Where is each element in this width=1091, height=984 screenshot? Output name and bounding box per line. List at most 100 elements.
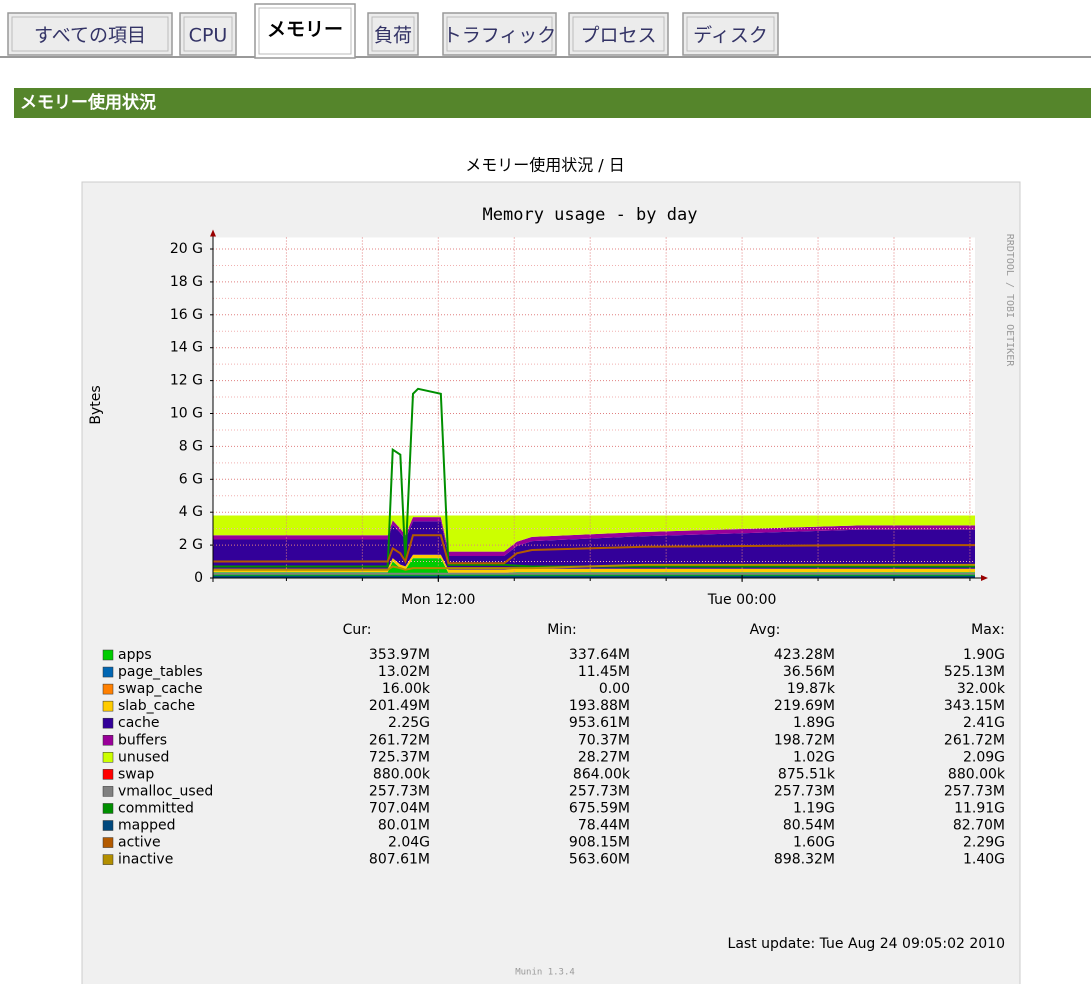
tab-label[interactable]: CPU bbox=[189, 25, 228, 47]
y-tick-label: 4 G bbox=[179, 504, 203, 520]
y-tick-label: 20 G bbox=[170, 241, 203, 257]
chart-title: Memory usage - by day bbox=[483, 205, 698, 225]
line-inactive bbox=[213, 563, 975, 571]
tab[interactable] bbox=[442, 12, 557, 56]
tab[interactable] bbox=[179, 12, 237, 56]
legend-swatch bbox=[102, 820, 114, 831]
legend-value: 337.64M bbox=[569, 647, 630, 663]
legend-value: 80.01M bbox=[378, 818, 430, 834]
legend-swatch bbox=[102, 786, 114, 797]
tab-inner bbox=[371, 16, 415, 52]
last-update: Last update: Tue Aug 24 09:05:02 2010 bbox=[728, 936, 1005, 952]
legend-header: Avg: bbox=[750, 622, 781, 638]
legend-swatch bbox=[102, 717, 114, 729]
legend-swatch bbox=[102, 666, 114, 678]
legend-swatch bbox=[102, 683, 114, 695]
tab-label[interactable]: ディスク bbox=[693, 25, 768, 47]
legend-value: 36.56M bbox=[783, 664, 835, 680]
legend-value: 1.60G bbox=[793, 835, 835, 851]
legend-value: 707.04M bbox=[369, 800, 430, 816]
legend-name: swap_cache bbox=[118, 681, 203, 697]
tab[interactable] bbox=[568, 12, 669, 56]
legend-value: 423.28M bbox=[774, 647, 835, 663]
legend-value: 261.72M bbox=[944, 732, 1005, 748]
legend-swatch bbox=[102, 735, 114, 746]
legend-name: swap bbox=[118, 766, 154, 782]
legend-value: 11.91G bbox=[954, 800, 1005, 816]
y-tick-label: 2 G bbox=[179, 537, 203, 553]
section-title: メモリー使用状況 bbox=[20, 92, 156, 113]
legend-header: Max: bbox=[971, 622, 1005, 638]
legend-value: 864.00k bbox=[573, 766, 631, 782]
y-tick-label: 6 G bbox=[179, 471, 203, 487]
legend-header: Min: bbox=[547, 622, 577, 638]
legend-value: 2.29G bbox=[963, 835, 1005, 851]
legend-value: 11.45M bbox=[578, 664, 630, 680]
legend-value: 807.61M bbox=[369, 852, 430, 868]
legend-value: 725.37M bbox=[369, 749, 430, 765]
legend-value: 1.40G bbox=[963, 852, 1005, 868]
legend-value: 1.02G bbox=[793, 749, 835, 765]
legend-value: 675.59M bbox=[569, 800, 630, 816]
legend-value: 343.15M bbox=[944, 698, 1005, 714]
legend-name: apps bbox=[118, 647, 152, 663]
tab-label[interactable]: メモリー bbox=[267, 19, 343, 41]
tab-label[interactable]: すべての項目 bbox=[34, 25, 146, 47]
tab-inner bbox=[183, 16, 233, 52]
legend-value: 880.00k bbox=[373, 766, 431, 782]
legend-value: 880.00k bbox=[948, 766, 1006, 782]
tab[interactable] bbox=[254, 3, 356, 59]
x-tick-label: Tue 00:00 bbox=[707, 592, 777, 608]
legend-value: 1.90G bbox=[963, 647, 1005, 663]
y-arrow bbox=[210, 229, 216, 237]
legend-value: 80.54M bbox=[783, 818, 835, 834]
tab-label[interactable]: 負荷 bbox=[374, 25, 412, 47]
legend-swatch bbox=[102, 837, 114, 848]
tab-label[interactable]: プロセス bbox=[580, 25, 656, 47]
legend-name: cache bbox=[118, 715, 159, 731]
legend-value: 1.89G bbox=[793, 715, 835, 731]
legend-value: 2.09G bbox=[963, 749, 1005, 765]
legend-value: 82.70M bbox=[953, 818, 1005, 834]
y-tick-label: 18 G bbox=[170, 274, 203, 290]
legend-value: 353.97M bbox=[369, 647, 430, 663]
section-bar bbox=[14, 88, 1091, 118]
legend-value: 219.69M bbox=[774, 698, 835, 714]
legend-value: 70.37M bbox=[578, 732, 630, 748]
legend-swatch bbox=[102, 769, 114, 780]
tab-inner bbox=[686, 16, 775, 52]
legend-value: 257.73M bbox=[774, 783, 835, 799]
legend-name: active bbox=[118, 835, 161, 851]
tab[interactable] bbox=[682, 12, 779, 56]
legend-value: 563.60M bbox=[569, 852, 630, 868]
x-arrow bbox=[981, 575, 988, 581]
y-tick-label: 16 G bbox=[170, 307, 203, 323]
legend-name: mapped bbox=[118, 818, 176, 834]
legend-header: Cur: bbox=[343, 622, 372, 638]
legend-swatch bbox=[102, 649, 114, 661]
legend-value: 19.87k bbox=[787, 681, 836, 697]
legend-value: 261.72M bbox=[369, 732, 430, 748]
legend-value: 875.51k bbox=[778, 766, 836, 782]
legend-value: 525.13M bbox=[944, 664, 1005, 680]
y-tick-label: 12 G bbox=[170, 373, 203, 389]
tab-inner bbox=[446, 16, 553, 52]
y-tick-label: 10 G bbox=[170, 406, 203, 422]
legend-value: 16.00k bbox=[382, 681, 431, 697]
legend-value: 2.04G bbox=[388, 835, 430, 851]
tab[interactable] bbox=[367, 12, 419, 56]
tab[interactable] bbox=[7, 12, 173, 56]
legend-value: 201.49M bbox=[369, 698, 430, 714]
y-axis-label: Bytes bbox=[88, 385, 104, 424]
footer: Munin 1.3.4 bbox=[515, 968, 575, 978]
tab-inner bbox=[258, 7, 352, 55]
legend-value: 0.00 bbox=[599, 681, 630, 697]
legend-value: 898.32M bbox=[774, 852, 835, 868]
tab-label[interactable]: トラフィック bbox=[443, 25, 557, 47]
graph-caption: メモリー使用状況 / 日 bbox=[465, 156, 625, 175]
tab-inner bbox=[572, 16, 665, 52]
legend-value: 32.00k bbox=[957, 681, 1006, 697]
legend-value: 1.19G bbox=[793, 800, 835, 816]
watermark: RRDTOOL / TOBI OETIKER bbox=[1004, 234, 1015, 367]
